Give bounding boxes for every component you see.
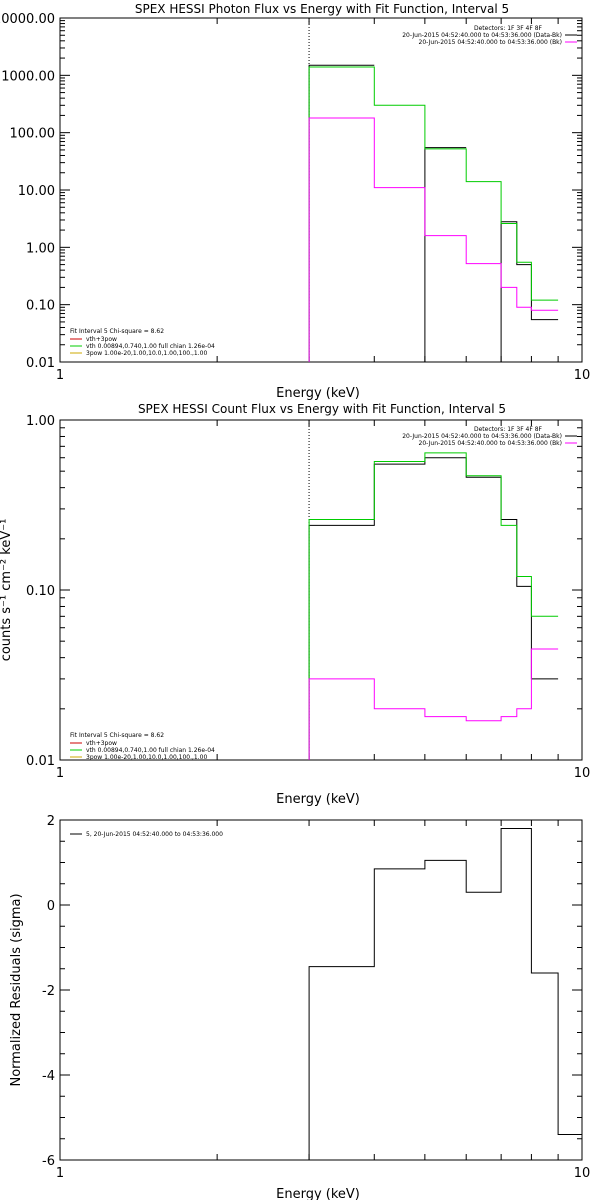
series-step-line <box>308 828 582 1160</box>
y-tick-label: 0.01 <box>26 356 55 371</box>
series-step-line <box>308 648 559 760</box>
y-tick-label: 1.00 <box>26 414 55 429</box>
x-tick-label: 10 <box>574 1166 591 1181</box>
x-axis: 1 10 <box>56 820 590 1181</box>
series-step-line <box>424 147 467 362</box>
legend-header: Detectors: 1F 3F 4F 8F <box>474 426 543 433</box>
chart-title: SPEX HESSI Photon Flux vs Energy with Fi… <box>135 2 509 16</box>
series-step-line <box>308 452 559 760</box>
legend-entry-data-bk: 20-Jun-2015 04:52:40.000 to 04:53:36.000… <box>402 433 562 440</box>
y-tick-label: 0.10 <box>26 584 55 599</box>
series-layer <box>308 420 559 760</box>
legend-top: Detectors: 1F 3F 4F 8F 20-Jun-2015 04:52… <box>402 426 577 447</box>
y-tick-label: 2 <box>47 814 55 829</box>
fit-legend-header: Fit Interval 5 Chi-square = 8.62 <box>70 328 164 335</box>
y-axis: 2 0 -2 -4 -6 <box>42 814 582 1169</box>
series-layer <box>308 828 582 1160</box>
y-tick-label: -2 <box>42 984 55 999</box>
x-tick-label: 1 <box>56 1166 64 1181</box>
y-tick-label: 10000.00 <box>0 12 55 27</box>
x-axis-label: Energy (keV) <box>276 386 360 401</box>
y-tick-label: 1.00 <box>26 241 55 256</box>
fit-legend-entry-vth: vth 0.00894,0.740,1.00 full chian 1.26e-… <box>86 343 215 350</box>
legend-bottom: Fit Interval 5 Chi-square = 8.62 vth+3po… <box>70 732 215 761</box>
legend-entry-bk: 20-Jun-2015 04:52:40.000 to 04:53:36.000… <box>419 440 562 447</box>
plot-frame <box>59 17 583 363</box>
y-tick-label: 0.10 <box>26 299 55 314</box>
y-tick-label: 1000.00 <box>1 69 55 84</box>
x-axis: 1 10 <box>56 18 590 383</box>
photon-flux-panel: SPEX HESSI Photon Flux vs Energy with Fi… <box>0 2 590 401</box>
y-tick-label: 100.00 <box>10 127 56 142</box>
legend-top: 5, 20-Jun-2015 04:52:40.000 to 04:53:36.… <box>70 831 223 838</box>
residuals-panel: 2 0 -2 -4 -6 1 10 Energy (keV) Normalized Res… <box>9 814 590 1200</box>
legend-bottom: Fit Interval 5 Chi-square = 8.62 vth+3po… <box>70 328 215 357</box>
legend-entry-bk: 20-Jun-2015 04:52:40.000 to 04:53:36.000… <box>419 39 562 46</box>
fit-legend-header: Fit Interval 5 Chi-square = 8.62 <box>70 732 164 739</box>
x-tick-label: 1 <box>56 368 64 383</box>
x-tick-label: 10 <box>574 368 591 383</box>
plot-frame <box>59 819 583 1161</box>
fit-legend-entry-total: vth+3pow <box>86 740 117 747</box>
legend-entry-data-bk: 20-Jun-2015 04:52:40.000 to 04:53:36.000… <box>402 32 562 39</box>
x-axis-label: Energy (keV) <box>276 792 360 807</box>
series-step-line <box>500 221 559 362</box>
legend-top: Detectors: 1F 3F 4F 8F 20-Jun-2015 04:52… <box>402 25 577 46</box>
y-axis: 10000.00 1000.00 100.00 10.00 1.00 0.10 0.01 <box>0 12 582 371</box>
plot-frame <box>59 419 583 761</box>
y-tick-label: 10.00 <box>18 184 55 199</box>
y-axis-label: Normalized Residuals (sigma) <box>9 893 24 1086</box>
legend-header: Detectors: 1F 3F 4F 8F <box>474 25 543 32</box>
x-axis-label: Energy (keV) <box>276 1187 360 1200</box>
y-tick-label: -4 <box>42 1069 55 1084</box>
series-step-line <box>308 64 375 362</box>
series-step-line <box>308 117 559 362</box>
x-tick-label: 1 <box>56 766 64 781</box>
series-step-line <box>308 457 559 760</box>
x-tick-label: 10 <box>574 766 591 781</box>
y-axis: 1.00 0.10 0.01 <box>26 414 582 769</box>
count-flux-panel: SPEX HESSI Count Flux vs Energy with Fit… <box>0 402 590 807</box>
fit-legend-entry-vth: vth 0.00894,0.740,1.00 full chian 1.26e-… <box>86 747 215 754</box>
fit-legend-entry-3pow: 3pow 1.00e-20,1.00,10.0,1.00,100.,1.00 <box>86 350 207 357</box>
chart-title: SPEX HESSI Count Flux vs Energy with Fit… <box>138 402 506 416</box>
y-axis-label: counts s⁻¹ cm⁻² keV⁻¹ <box>0 519 14 662</box>
fit-legend-entry-total: vth+3pow <box>86 336 117 343</box>
fit-legend-entry-3pow: 3pow 1.00e-20,1.00,10.0,1.00,100.,1.00 <box>86 754 207 761</box>
legend-entry-interval: 5, 20-Jun-2015 04:52:40.000 to 04:53:36.… <box>86 831 223 838</box>
series-layer <box>308 18 559 362</box>
series-step-line <box>308 66 559 362</box>
y-tick-label: 0.01 <box>26 754 55 769</box>
y-tick-label: -6 <box>42 1154 55 1169</box>
x-axis: 1 10 <box>56 420 590 781</box>
y-tick-label: 0 <box>47 899 55 914</box>
